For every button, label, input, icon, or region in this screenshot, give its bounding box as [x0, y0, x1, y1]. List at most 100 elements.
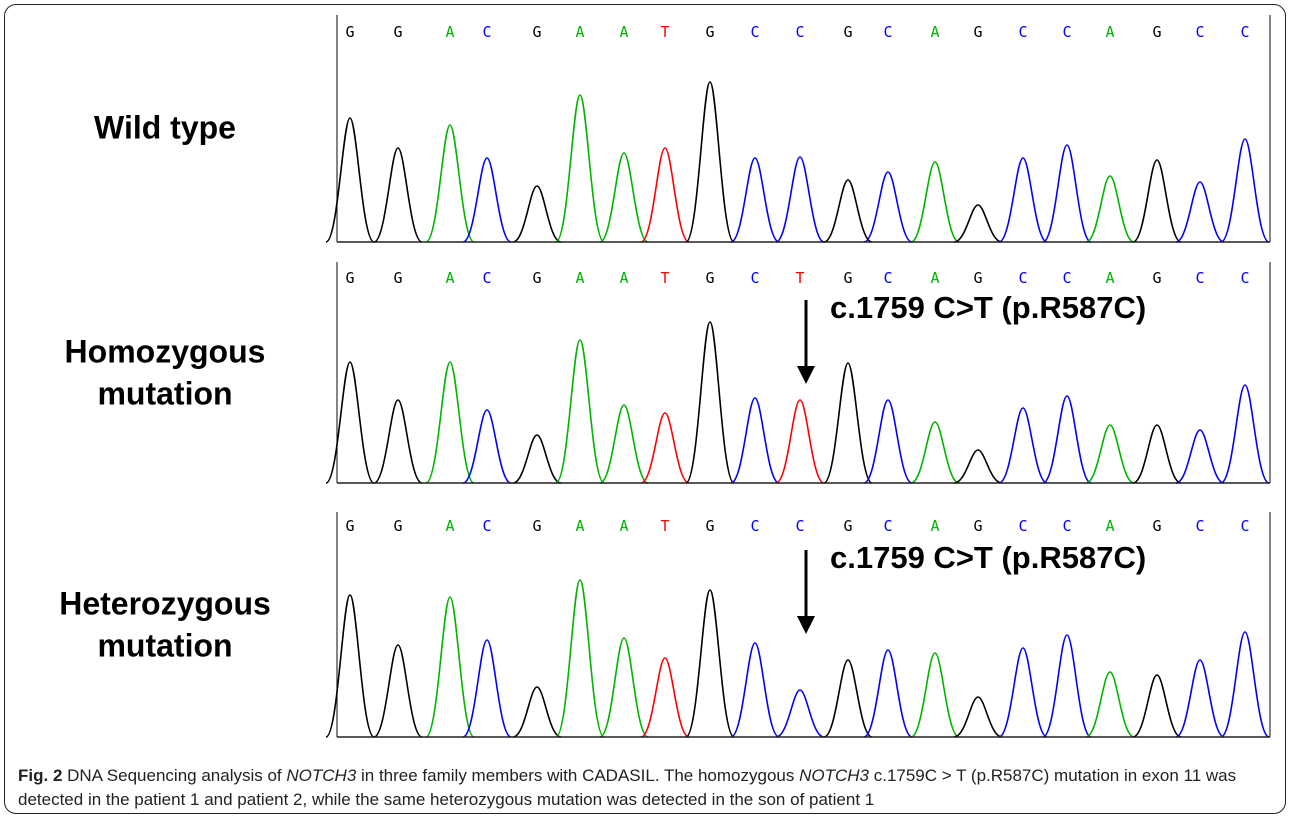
- base-call: G: [345, 517, 354, 535]
- mutation-annotation: c.1759 C>T (p.R587C): [830, 290, 1146, 325]
- base-call: A: [1105, 517, 1114, 535]
- base-call: A: [1105, 23, 1114, 41]
- trace-peak: [1176, 430, 1224, 483]
- base-call: C: [1240, 269, 1249, 287]
- base-call: G: [843, 517, 852, 535]
- trace-peak: [686, 322, 734, 483]
- trace-peak: [999, 158, 1047, 242]
- caption-text: DNA Sequencing analysis of: [62, 766, 286, 785]
- panel-label: Heterozygous: [59, 586, 271, 622]
- base-call: G: [973, 517, 982, 535]
- trace-peak: [463, 158, 511, 242]
- base-call: C: [750, 23, 759, 41]
- base-call: G: [1152, 269, 1161, 287]
- base-call: A: [930, 23, 939, 41]
- trace-peak: [864, 650, 912, 737]
- base-call: A: [1105, 269, 1114, 287]
- trace-peak: [731, 158, 779, 242]
- base-call: G: [705, 23, 714, 41]
- base-call: G: [532, 269, 541, 287]
- trace-peak: [999, 648, 1047, 737]
- arrow-head: [797, 366, 815, 384]
- base-call: C: [1062, 517, 1071, 535]
- base-call: C: [1195, 517, 1204, 535]
- trace-peak: [600, 405, 648, 483]
- trace-peak: [513, 186, 561, 242]
- trace-peak: [326, 362, 374, 483]
- base-call: A: [930, 269, 939, 287]
- trace-peak: [463, 410, 511, 483]
- trace-peak: [954, 450, 1002, 483]
- trace-peak: [426, 362, 474, 483]
- trace-peak: [600, 638, 648, 737]
- trace-peak: [1133, 160, 1181, 242]
- base-call: C: [883, 269, 892, 287]
- base-call: C: [1018, 23, 1027, 41]
- page: Wild typeGGACGAATGCCGCAGCCAGCCHomozygous…: [0, 0, 1292, 820]
- trace-peak: [864, 172, 912, 242]
- base-call: T: [660, 517, 669, 535]
- trace-peak: [686, 590, 734, 737]
- base-call: A: [575, 23, 584, 41]
- trace-peak: [864, 400, 912, 483]
- base-call: C: [750, 517, 759, 535]
- base-call: A: [445, 23, 454, 41]
- base-call: C: [1240, 517, 1249, 535]
- base-call: C: [482, 23, 491, 41]
- base-call: G: [532, 517, 541, 535]
- base-call: G: [1152, 23, 1161, 41]
- base-call: G: [393, 23, 402, 41]
- trace-peak: [1043, 635, 1091, 737]
- trace-peak: [731, 398, 779, 483]
- trace-peak: [1043, 145, 1091, 242]
- base-call: G: [843, 23, 852, 41]
- trace-peak: [641, 413, 689, 483]
- trace-peak: [1086, 176, 1134, 242]
- trace-peak: [374, 148, 422, 242]
- caption-text: NOTCH3: [286, 766, 356, 785]
- base-call: G: [393, 269, 402, 287]
- base-call: A: [575, 517, 584, 535]
- trace-peak: [824, 660, 872, 737]
- base-call: A: [575, 269, 584, 287]
- trace-peak: [911, 422, 959, 483]
- trace-peak: [954, 697, 1002, 737]
- base-call: C: [482, 269, 491, 287]
- trace-peak: [374, 400, 422, 483]
- trace-peak: [513, 435, 561, 483]
- base-call: C: [883, 517, 892, 535]
- trace-peak: [1176, 660, 1224, 737]
- trace-peak: [1221, 385, 1269, 483]
- trace-peak: [1133, 675, 1181, 737]
- base-call: C: [1018, 269, 1027, 287]
- trace-peak: [999, 408, 1047, 483]
- mutation-annotation: c.1759 C>T (p.R587C): [830, 540, 1146, 575]
- base-call: C: [795, 23, 804, 41]
- base-call: G: [393, 517, 402, 535]
- trace-peak: [824, 363, 872, 483]
- panel-label: Wild type: [94, 110, 236, 146]
- trace-peak: [731, 643, 779, 737]
- base-call: C: [1195, 269, 1204, 287]
- base-call: G: [345, 23, 354, 41]
- base-call: G: [973, 23, 982, 41]
- base-call: G: [973, 269, 982, 287]
- base-call: C: [1062, 269, 1071, 287]
- trace-peak: [954, 205, 1002, 242]
- base-call: G: [1152, 517, 1161, 535]
- trace-peak: [426, 125, 474, 242]
- trace-peak: [426, 597, 474, 737]
- trace-peak: [911, 162, 959, 242]
- base-call: A: [445, 269, 454, 287]
- trace-peak: [1086, 425, 1134, 483]
- trace-peak: [556, 580, 604, 737]
- panel-label: mutation: [97, 376, 232, 412]
- panel-label: mutation: [97, 628, 232, 664]
- trace-peak: [1221, 632, 1269, 737]
- base-call: T: [795, 269, 804, 287]
- trace-peak: [374, 645, 422, 737]
- trace-peak: [326, 118, 374, 242]
- trace-peak: [326, 595, 374, 737]
- trace-peak: [1043, 396, 1091, 483]
